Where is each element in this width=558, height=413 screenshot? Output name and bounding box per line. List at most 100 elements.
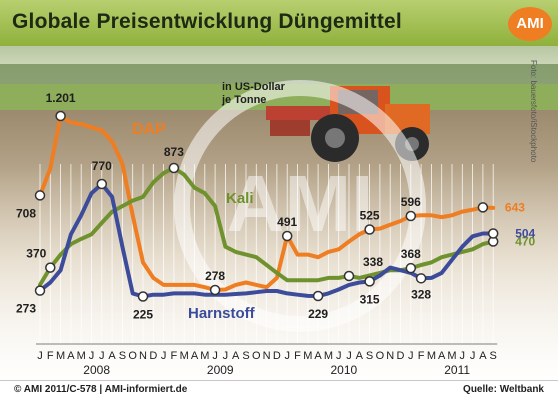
month-tick-label: J [284, 350, 290, 362]
data-label: 229 [308, 307, 328, 321]
month-tick-label: D [273, 350, 281, 362]
header-bar: Globale Preisentwicklung Düngemittel AMI [0, 0, 558, 46]
year-tick-label: 2008 [83, 363, 110, 377]
series-label-dap: DAP [132, 121, 166, 138]
data-point-harnstoff [364, 276, 375, 287]
data-label: 278 [205, 269, 225, 283]
data-label: 525 [360, 209, 380, 223]
data-point-dap [55, 110, 66, 122]
month-tick-label: A [191, 350, 199, 362]
data-point-dap [209, 284, 221, 296]
month-tick-label: O [252, 350, 261, 362]
data-label: 491 [277, 215, 297, 229]
month-tick-label: D [149, 350, 157, 362]
data-point-dap [364, 224, 375, 235]
month-tick-label: M [303, 350, 312, 362]
month-tick-label: J [161, 350, 167, 362]
month-tick-label: A [314, 350, 322, 362]
data-label: 770 [92, 159, 112, 173]
data-point-kali [343, 270, 355, 282]
data-label: 328 [411, 287, 431, 301]
data-point-kali [45, 262, 56, 273]
month-tick-label: S [366, 350, 373, 362]
data-point-harnstoff [96, 178, 108, 190]
month-tick-label: A [356, 350, 364, 362]
data-label: 873 [164, 145, 184, 159]
data-label: 504 [515, 227, 535, 241]
month-tick-label: M [56, 350, 65, 362]
data-label: 370 [26, 247, 46, 261]
unit-label-line2: je Tonne [221, 94, 266, 106]
month-tick-label: J [89, 350, 95, 362]
month-tick-label: O [128, 350, 137, 362]
footer: © AMI 2011/C-578 | AMI-informiert.de Que… [0, 380, 558, 413]
month-tick-label: J [346, 350, 352, 362]
data-point-harnstoff [415, 273, 427, 284]
data-point-harnstoff [34, 285, 46, 296]
month-tick-label: N [386, 350, 394, 362]
data-markers: 708 1.201 278 491 525 596 643 370 873 338 368 470 27… [16, 91, 536, 321]
data-label: 596 [401, 195, 421, 209]
month-tick-label: M [200, 350, 209, 362]
year-tick-label: 2009 [207, 363, 234, 377]
month-tick-label: M [447, 350, 456, 362]
month-tick-label: O [376, 350, 385, 362]
data-point-kali [405, 262, 417, 274]
month-tick-label: A [67, 350, 75, 362]
month-tick-label: A [108, 350, 116, 362]
month-tick-label: J [336, 350, 342, 362]
series-label-harnstoff: Harnstoff [188, 305, 256, 322]
month-tick-label: A [479, 350, 487, 362]
month-tick-label: F [47, 350, 54, 362]
data-label: 273 [16, 302, 36, 316]
month-tick-label: N [263, 350, 271, 362]
data-point-harnstoff [137, 291, 149, 302]
month-tick-label: M [324, 350, 333, 362]
year-tick-label: 2010 [330, 363, 357, 377]
ami-logo: AMI [508, 7, 552, 41]
month-tick-label: D [397, 350, 405, 362]
data-label: 643 [505, 200, 525, 214]
month-tick-label: J [212, 350, 218, 362]
data-label: 368 [401, 247, 421, 261]
year-tick-label: 2011 [444, 363, 470, 377]
chart-title: Globale Preisentwicklung Düngemittel [12, 10, 402, 33]
data-label: 708 [16, 206, 36, 220]
month-tick-label: S [119, 350, 126, 362]
photo-credit: Foto: bauersfoto/iStockphoto [529, 60, 538, 163]
data-point-dap [281, 230, 293, 242]
series-line-dap [38, 114, 496, 292]
month-tick-label: S [242, 350, 249, 362]
month-tick-label: F [294, 350, 301, 362]
month-tick-label: N [139, 350, 147, 362]
month-tick-label: A [232, 350, 240, 362]
month-tick-label: J [99, 350, 105, 362]
month-tick-label: J [470, 350, 476, 362]
data-label: 225 [133, 307, 153, 321]
source-text: Quelle: Weltbank [463, 384, 544, 395]
data-label: 1.201 [46, 91, 76, 105]
month-tick-label: M [427, 350, 436, 362]
month-tick-label: J [37, 350, 43, 362]
data-point-dap [477, 202, 489, 213]
data-label: 470 [515, 234, 535, 248]
month-tick-label: F [171, 350, 178, 362]
month-tick-label: J [460, 350, 466, 362]
data-point-kali [168, 162, 180, 174]
month-tick-label: M [180, 350, 189, 362]
data-point-harnstoff [487, 228, 499, 239]
month-tick-label: S [490, 350, 497, 362]
data-label: 315 [360, 292, 380, 306]
month-tick-label: M [77, 350, 86, 362]
month-tick-label: J [408, 350, 414, 362]
unit-label-line1: in US-Dollar [222, 81, 286, 93]
series-label-kali: Kali [226, 190, 254, 207]
background-treeline [0, 64, 558, 86]
data-point-dap [405, 210, 417, 222]
data-point-harnstoff [312, 290, 324, 302]
month-tick-label: A [438, 350, 446, 362]
grid-lines [36, 164, 498, 345]
